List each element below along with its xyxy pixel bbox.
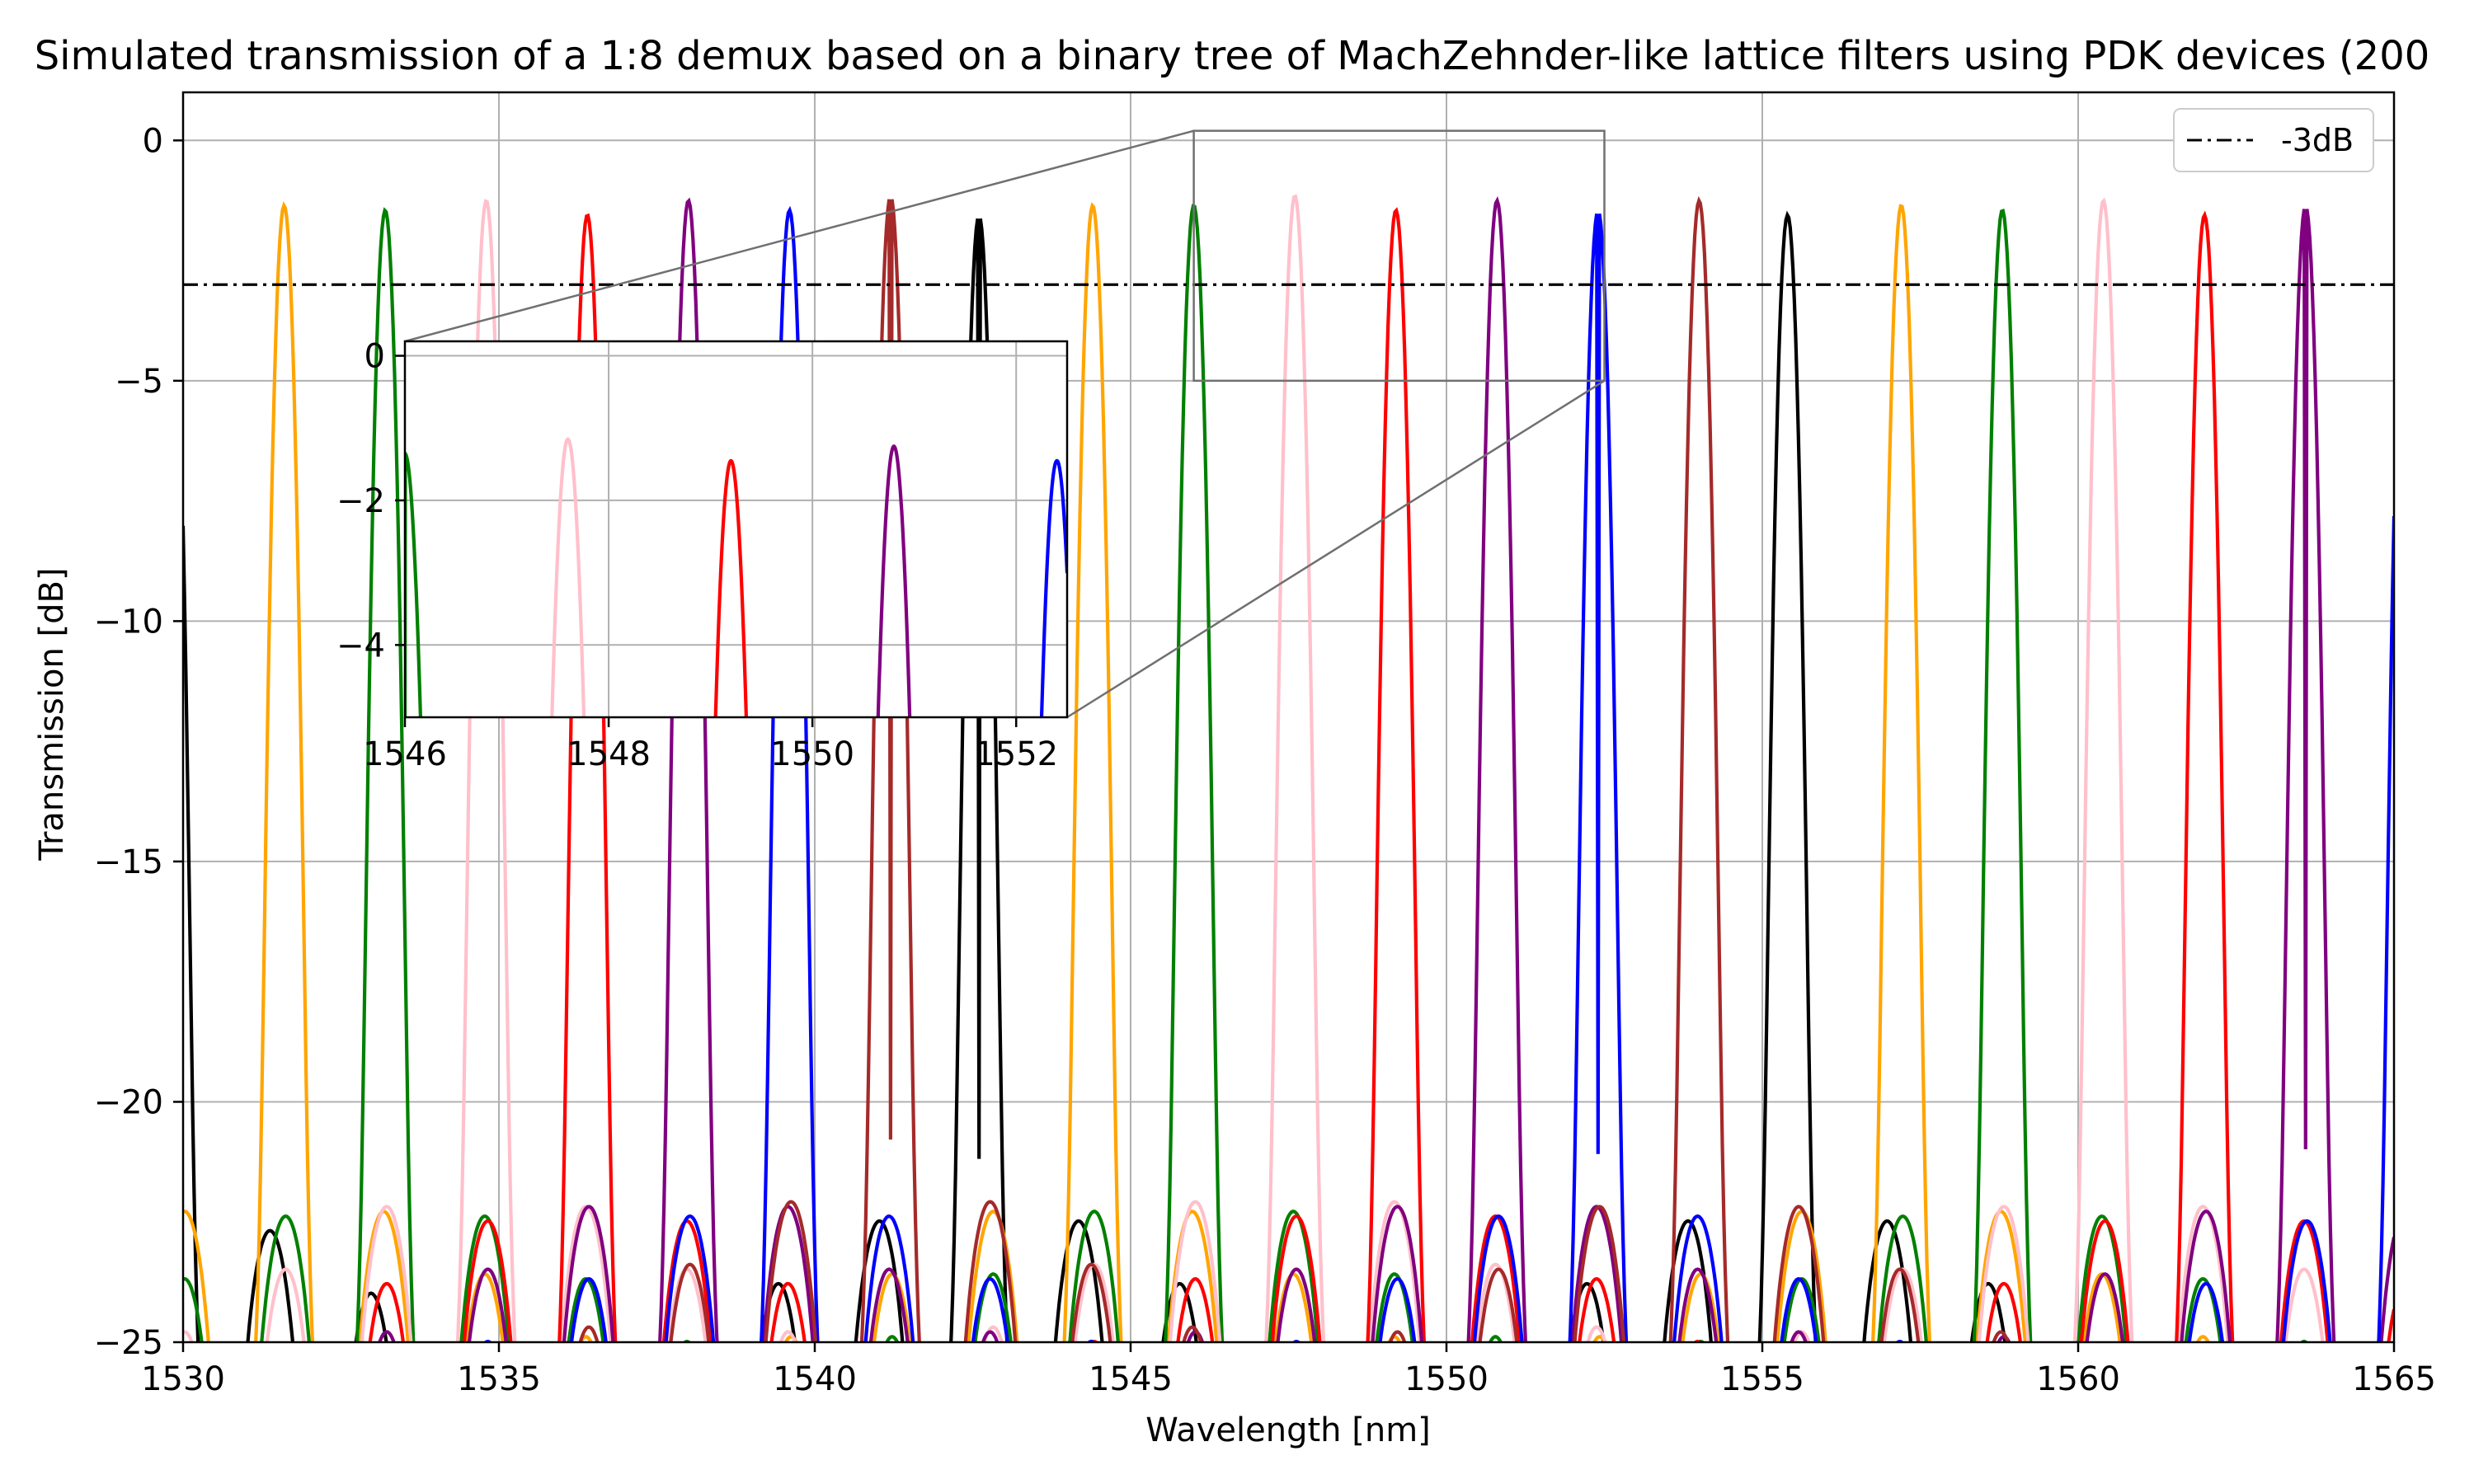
inset-tick-group: 1546 1548 1550 1552 0 −2 −4	[336, 338, 1058, 773]
x-tick-label: 1545	[1089, 1360, 1173, 1398]
y-tick-label: −25	[94, 1324, 163, 1362]
inset-y-tick-label: 0	[365, 338, 385, 376]
x-tick-label: 1550	[1404, 1360, 1489, 1398]
chart-title: Simulated transmission of a 1:8 demux ba…	[35, 33, 2430, 79]
y-tick-label: 0	[143, 122, 163, 160]
x-axis-label: Wavelength [nm]	[1145, 1411, 1431, 1449]
y-tick-label: −15	[94, 843, 163, 881]
y-axis-label: Transmission [dB]	[33, 567, 71, 861]
x-tick-label: 1535	[457, 1360, 541, 1398]
inset-x-tick-label: 1552	[974, 735, 1058, 773]
zoom-connector-line	[1066, 379, 1606, 719]
inset-series-line-5	[713, 458, 749, 717]
inset-zoom-panel: 1546 1548 1550 1552 0 −2 −4	[336, 338, 1069, 773]
legend-entry-label: -3dB	[2281, 122, 2354, 158]
x-tick-label: 1565	[2352, 1360, 2436, 1398]
main-series-group	[183, 194, 2394, 1342]
plot-frame	[181, 91, 2396, 1344]
inset-y-tick-label: −4	[336, 627, 385, 665]
series-line-3	[183, 204, 2309, 1342]
zoom-connector-line	[404, 129, 1194, 343]
inset-x-tick-label: 1550	[770, 735, 854, 773]
legend-box	[2173, 108, 2374, 172]
series-line-5	[368, 207, 2394, 1342]
series-line-4	[183, 194, 2325, 1342]
legend: -3dB	[2173, 108, 2374, 172]
inset-series-group	[405, 437, 1067, 717]
y-tick-label: −5	[115, 363, 163, 401]
zoom-indicator	[404, 129, 1606, 719]
x-tick-label: 1540	[773, 1360, 857, 1398]
y-tick-label: −20	[94, 1083, 163, 1121]
y-tick-label: −10	[94, 603, 163, 641]
zoom-region-box	[1192, 129, 1606, 383]
main-tick-group: 1530 1535 1540 1545 1550 1555 1560 1565 0 −5 −10 −1…	[94, 122, 2436, 1398]
series-line-6	[378, 196, 2394, 1342]
x-tick-label: 1530	[141, 1360, 225, 1398]
inset-frame	[403, 340, 1069, 719]
inset-y-tick-label: −2	[336, 482, 385, 520]
x-tick-label: 1560	[2036, 1360, 2120, 1398]
inset-background	[405, 341, 1067, 717]
x-tick-label: 1555	[1720, 1360, 1804, 1398]
inset-x-tick-label: 1548	[567, 735, 651, 773]
inset-x-tick-label: 1546	[363, 735, 447, 773]
